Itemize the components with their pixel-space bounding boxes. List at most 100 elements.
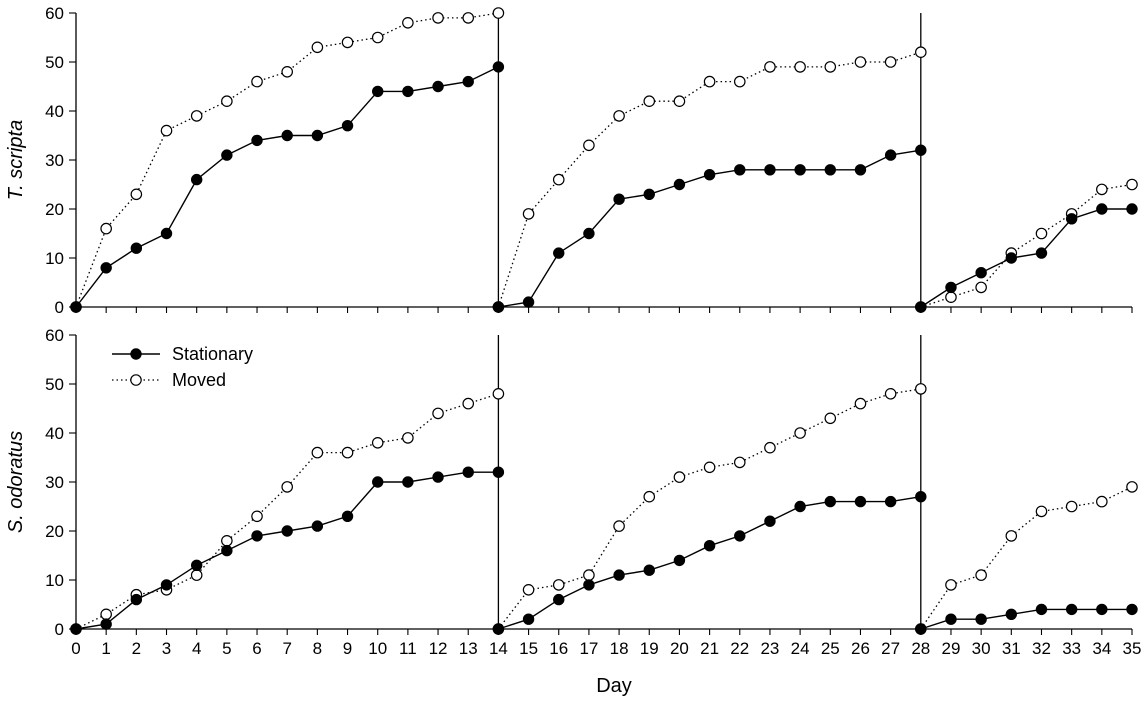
data-point-stationary xyxy=(522,296,535,308)
data-point-stationary xyxy=(1005,252,1018,264)
data-point-stationary xyxy=(100,262,112,274)
data-point-moved xyxy=(1126,178,1138,191)
y-tick-label: 0 xyxy=(55,620,64,639)
data-point-stationary xyxy=(884,149,897,161)
data-point-moved xyxy=(160,124,173,137)
y-tick-label: 40 xyxy=(45,424,64,443)
x-tick-label: 1 xyxy=(101,639,110,658)
data-point-moved xyxy=(794,61,806,73)
x-tick-label: 6 xyxy=(252,639,261,658)
panel-1: 0 10 20 30 40 50 60 T. scripta xyxy=(5,4,1138,317)
data-point-stationary xyxy=(130,593,143,606)
data-point-moved xyxy=(1035,505,1048,518)
x-tick-label: 14 xyxy=(489,639,508,658)
data-point-moved xyxy=(733,456,746,469)
y-tick-label: 10 xyxy=(45,571,64,590)
data-point-moved xyxy=(221,534,233,547)
y-tick-label: 30 xyxy=(45,151,64,170)
data-point-stationary xyxy=(462,466,474,478)
data-point-stationary xyxy=(794,500,806,513)
data-point-stationary xyxy=(1035,603,1048,616)
x-tick-label: 32 xyxy=(1032,639,1051,658)
legend-marker-moved xyxy=(130,374,142,386)
x-tick-label: 0 xyxy=(71,639,80,658)
data-point-moved xyxy=(221,95,233,107)
x-tick-label: 13 xyxy=(459,639,478,658)
x-tick-label: 26 xyxy=(851,639,870,658)
data-point-moved xyxy=(914,383,927,395)
data-point-stationary xyxy=(251,530,263,542)
x-tick-label: 4 xyxy=(192,639,201,658)
data-point-stationary xyxy=(824,164,836,176)
data-point-moved xyxy=(613,110,625,122)
data-point-moved xyxy=(975,569,987,581)
data-point-stationary xyxy=(341,510,354,522)
data-point-stationary xyxy=(281,525,293,537)
data-point-moved xyxy=(462,397,475,410)
data-point-moved xyxy=(371,436,384,449)
data-point-stationary xyxy=(1035,247,1048,259)
x-tick-label: 28 xyxy=(911,639,930,658)
data-point-stationary xyxy=(190,173,203,186)
x-tick-label: 7 xyxy=(282,639,291,658)
data-point-moved xyxy=(190,110,203,122)
data-point-moved xyxy=(402,16,414,29)
data-point-moved xyxy=(1096,495,1108,508)
x-tick-label: 2 xyxy=(132,639,141,658)
data-point-moved xyxy=(1005,530,1018,542)
data-point-moved xyxy=(311,41,324,54)
series-line-stationary xyxy=(75,66,499,308)
data-point-stationary xyxy=(1126,603,1138,616)
y-tick-label: 40 xyxy=(45,102,64,121)
x-tick-label: 10 xyxy=(368,639,387,658)
data-point-stationary xyxy=(492,466,505,478)
x-tick-label: 24 xyxy=(791,639,810,658)
data-point-stationary xyxy=(402,476,414,488)
y-tick-label: 60 xyxy=(45,4,64,23)
data-point-stationary xyxy=(643,188,655,201)
data-point-stationary xyxy=(221,544,233,557)
data-point-stationary xyxy=(130,242,143,254)
x-tick-label: 30 xyxy=(972,639,991,658)
data-point-stationary xyxy=(1096,603,1108,616)
y-tick-label: 20 xyxy=(45,200,64,219)
data-point-stationary xyxy=(70,301,82,313)
data-point-moved xyxy=(341,36,354,49)
data-point-moved xyxy=(643,95,656,107)
data-point-moved xyxy=(402,432,414,444)
data-point-stationary xyxy=(251,134,263,147)
data-point-moved xyxy=(371,31,384,44)
data-point-moved xyxy=(613,520,625,532)
data-point-stationary xyxy=(643,564,655,576)
data-point-stationary xyxy=(372,85,384,98)
data-point-stationary xyxy=(583,227,595,240)
data-point-stationary xyxy=(311,129,324,142)
data-point-stationary xyxy=(432,80,444,93)
data-point-moved xyxy=(1096,183,1108,196)
data-point-stationary xyxy=(221,149,233,161)
x-tick-label: 8 xyxy=(313,639,322,658)
x-tick-label: 15 xyxy=(519,639,538,658)
series-line-moved xyxy=(75,12,499,308)
x-tick-label: 9 xyxy=(343,639,352,658)
y-tick-label: 30 xyxy=(45,473,64,492)
x-tick-label: 19 xyxy=(640,639,659,658)
data-point-stationary xyxy=(70,623,82,635)
x-tick-label: 3 xyxy=(162,639,171,658)
data-point-stationary xyxy=(1096,203,1108,215)
data-point-stationary xyxy=(492,623,505,635)
data-point-moved xyxy=(583,569,595,581)
data-point-moved xyxy=(552,173,565,186)
x-tick-label: 22 xyxy=(730,639,749,658)
data-point-stationary xyxy=(160,579,173,591)
x-tick-label: 31 xyxy=(1002,639,1021,658)
series-line-moved xyxy=(497,388,921,630)
data-point-moved xyxy=(975,281,987,294)
x-tick-label: 21 xyxy=(700,639,719,658)
data-point-stationary xyxy=(673,554,686,567)
x-tick-label: 11 xyxy=(399,639,417,658)
x-tick-label: 17 xyxy=(579,639,598,658)
data-point-moved xyxy=(583,139,595,152)
